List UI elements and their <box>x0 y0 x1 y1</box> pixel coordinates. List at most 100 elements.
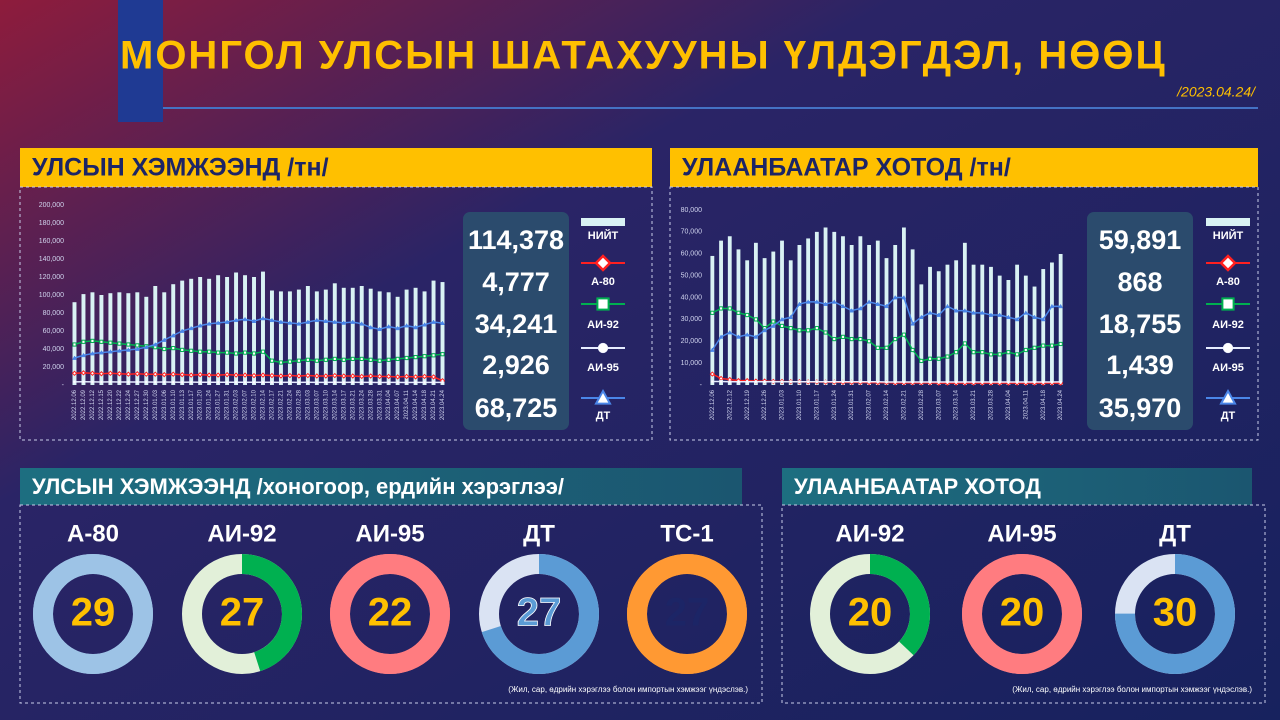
y-tick-label: 40,000 <box>681 294 703 301</box>
bar <box>287 291 292 385</box>
point-marker <box>296 358 301 363</box>
bar <box>945 264 950 385</box>
point-marker <box>89 370 96 377</box>
point-marker <box>197 371 203 378</box>
point-marker <box>116 348 122 353</box>
point-marker <box>927 356 933 361</box>
bar <box>849 245 854 385</box>
point-marker <box>117 380 122 384</box>
x-tick-label: 2023.01.24 <box>207 389 213 420</box>
y-tick-label: 200,000 <box>39 202 64 209</box>
point-marker <box>341 373 347 379</box>
point-marker <box>797 301 802 306</box>
point-marker <box>727 306 732 311</box>
panel-header <box>20 148 652 187</box>
bar <box>771 251 776 385</box>
point-marker <box>850 380 854 384</box>
x-tick-label: 2023.04.04 <box>1006 389 1012 420</box>
legend-label: НИЙТ <box>588 229 619 242</box>
point-marker <box>971 350 976 355</box>
bar <box>350 287 355 385</box>
point-marker <box>884 303 889 309</box>
panel-title: УЛСЫН ХЭМЖЭЭНД /тн/ <box>32 154 329 182</box>
bar <box>1006 280 1011 385</box>
bar <box>936 271 941 385</box>
point-marker <box>179 371 185 378</box>
bar <box>243 275 248 385</box>
point-marker <box>902 380 906 384</box>
point-marker <box>831 299 837 304</box>
y-tick-label: 20,000 <box>681 338 703 345</box>
x-tick-label: 2023.03.14 <box>954 389 960 420</box>
point-marker <box>431 353 436 358</box>
donut-value: 27 <box>220 591 265 635</box>
point-marker <box>359 373 365 380</box>
point-marker <box>719 379 723 384</box>
y-tick-label: 80,000 <box>681 207 703 214</box>
point-marker <box>1040 316 1046 322</box>
x-tick-label: 2023.02.10 <box>252 389 258 420</box>
point-marker <box>875 345 880 350</box>
x-tick-label: 2023.03.14 <box>332 389 338 420</box>
latest-value: 68,725 <box>475 393 558 423</box>
point-marker <box>261 380 265 384</box>
point-marker <box>927 310 933 315</box>
latest-value: 59,891 <box>1099 225 1182 255</box>
point-marker <box>161 371 167 378</box>
donut-label: ДТ <box>523 520 555 547</box>
point-marker <box>1032 380 1037 384</box>
x-tick-label: 2022.12.27 <box>135 389 141 420</box>
point-marker <box>797 380 802 384</box>
bar <box>823 227 828 385</box>
point-marker <box>918 314 924 320</box>
donut-value: 27 <box>517 591 562 635</box>
point-marker <box>431 319 436 324</box>
y-tick-label: - <box>700 382 703 389</box>
point-marker <box>198 380 202 384</box>
point-marker <box>963 380 967 384</box>
x-tick-label: 2023.04.21 <box>431 389 437 420</box>
point-marker <box>997 352 1002 357</box>
point-marker <box>919 380 923 384</box>
bar <box>90 292 95 385</box>
point-marker <box>823 380 828 384</box>
bar <box>719 240 723 385</box>
point-marker <box>224 371 230 378</box>
point-marker <box>806 380 810 384</box>
point-marker <box>866 339 872 344</box>
point-marker <box>858 336 863 342</box>
footnote: (Жил, сар, өдрийн хэрэглээ болон импорты… <box>508 685 748 694</box>
legend-label: А-80 <box>1216 276 1240 288</box>
point-marker <box>207 349 212 354</box>
point-marker <box>198 349 203 354</box>
x-tick-label: 2023.01.31 <box>849 389 855 420</box>
x-tick-label: 2023.01.10 <box>171 389 177 420</box>
point-marker <box>377 358 382 363</box>
donut-arc <box>627 554 747 674</box>
bar <box>153 286 158 385</box>
point-marker <box>153 380 157 384</box>
latest-value: 35,970 <box>1099 393 1182 423</box>
point-marker <box>251 351 257 356</box>
point-marker <box>306 380 310 384</box>
point-marker <box>368 324 374 330</box>
bar <box>252 277 256 385</box>
x-tick-label: 2022.12.24 <box>126 389 132 420</box>
y-tick-label: 40,000 <box>43 346 65 353</box>
donut-label: АИ-92 <box>207 520 276 547</box>
point-marker <box>413 355 418 360</box>
latest-value: 34,241 <box>475 309 558 339</box>
point-marker <box>385 373 392 380</box>
point-marker <box>1050 380 1054 384</box>
legend-marker <box>596 297 610 311</box>
legend-marker <box>1219 388 1237 405</box>
point-marker <box>901 294 907 300</box>
point-marker <box>179 328 185 333</box>
point-marker <box>125 371 132 377</box>
point-marker <box>251 318 257 323</box>
series-line <box>74 317 443 359</box>
panel-header <box>782 468 1252 505</box>
bar <box>980 264 985 385</box>
point-marker <box>314 373 320 379</box>
